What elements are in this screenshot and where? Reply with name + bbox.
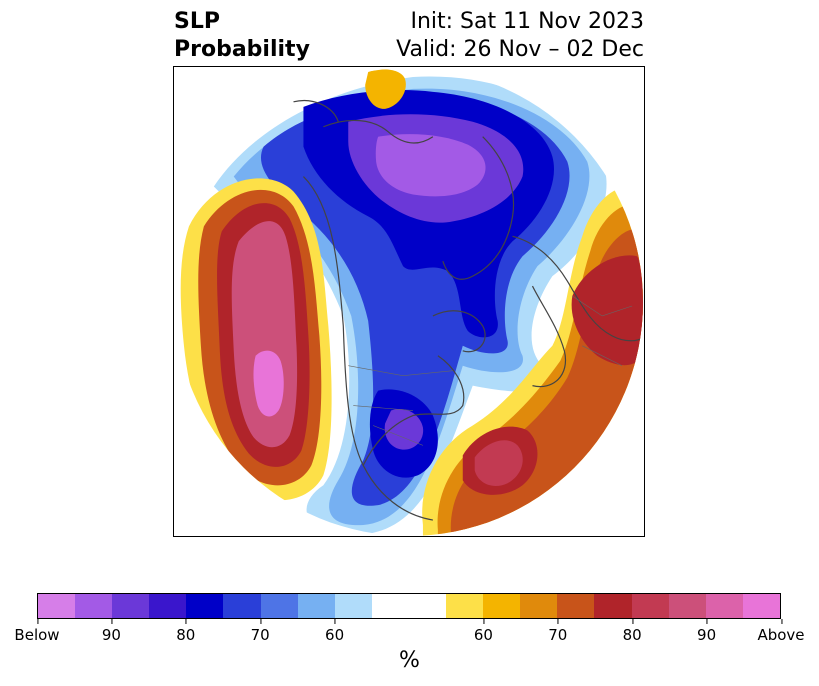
probability-map bbox=[173, 66, 645, 537]
colorbar-tick-label: 70 bbox=[251, 619, 270, 644]
above-arctic-patch bbox=[365, 69, 406, 109]
colorbar-tick-label: 60 bbox=[325, 619, 344, 644]
variable-label: SLP bbox=[174, 9, 220, 34]
colorbar-segment bbox=[75, 594, 113, 618]
colorbar-segment bbox=[334, 594, 372, 618]
colorbar-segment bbox=[297, 594, 335, 618]
probability-field bbox=[174, 67, 644, 536]
colorbar-segment bbox=[483, 594, 521, 618]
below-deep bbox=[375, 134, 486, 197]
colorbar-segment bbox=[742, 594, 780, 618]
above-europe-90 bbox=[571, 255, 644, 366]
colorbar-tick-label: Above bbox=[757, 619, 805, 644]
colorbar-segment bbox=[149, 594, 187, 618]
colorbar-tick-label: 80 bbox=[176, 619, 195, 644]
above-pacific-deep bbox=[253, 350, 284, 417]
colorbar-segment bbox=[705, 594, 743, 618]
colorbar-segment bbox=[38, 594, 76, 618]
colorbar-tick-label: 60 bbox=[474, 619, 493, 644]
colorbar-segment bbox=[186, 594, 224, 618]
plot-title-right: Init: Sat 11 Nov 2023 Valid: 26 Nov – 02… bbox=[396, 8, 644, 64]
colorbar-label: % bbox=[399, 648, 420, 673]
colorbar bbox=[37, 593, 781, 619]
borders bbox=[348, 295, 633, 446]
colorbar-tick-label: 80 bbox=[623, 619, 642, 644]
colorbar-segment bbox=[594, 594, 632, 618]
product-label: Probability bbox=[174, 37, 310, 62]
colorbar-segment bbox=[631, 594, 669, 618]
colorbar-segment bbox=[260, 594, 298, 618]
coastlines bbox=[293, 100, 644, 521]
colorbar-tick-label: 90 bbox=[697, 619, 716, 644]
below-90-usa bbox=[384, 409, 424, 450]
colorbar-tick-label: Below bbox=[14, 619, 60, 644]
colorbar-tick-label: 90 bbox=[102, 619, 121, 644]
colorbar-segment bbox=[446, 594, 484, 618]
colorbar-ticks: Below 90 80 70 60 60 70 80 90 Above bbox=[0, 619, 819, 644]
colorbar-segment bbox=[223, 594, 261, 618]
colorbar-segment bbox=[371, 594, 447, 618]
map-svg bbox=[174, 67, 644, 536]
colorbar-tick-label: 70 bbox=[548, 619, 567, 644]
init-date-label: Init: Sat 11 Nov 2023 bbox=[410, 9, 644, 34]
above-atlantic-deep bbox=[474, 440, 523, 486]
plot-title-left: SLP Probability bbox=[174, 8, 310, 64]
colorbar-segment bbox=[112, 594, 150, 618]
valid-range-label: Valid: 26 Nov – 02 Dec bbox=[396, 37, 644, 62]
colorbar-segment bbox=[668, 594, 706, 618]
colorbar-segment bbox=[520, 594, 558, 618]
colorbar-segment bbox=[557, 594, 595, 618]
